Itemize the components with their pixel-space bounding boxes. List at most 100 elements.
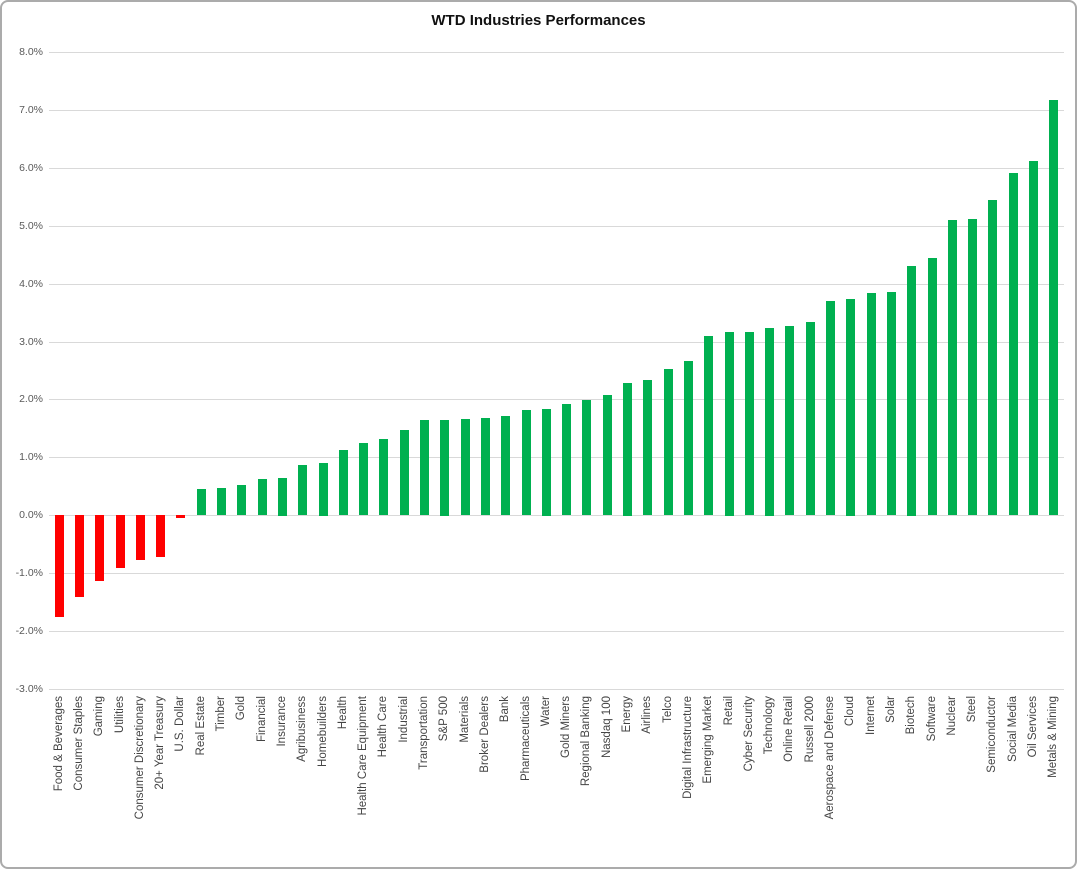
bar-cloud	[846, 299, 855, 516]
bar-financial	[258, 479, 267, 515]
y-axis-tick-label: 2.0%	[19, 393, 43, 405]
gridline	[49, 342, 1064, 343]
y-axis-tick-label: -1.0%	[15, 567, 43, 579]
bar-insurance	[278, 478, 287, 516]
x-axis-label: Health	[337, 696, 349, 730]
bar-cyber-security	[745, 332, 754, 515]
bar-20-year-treasury	[156, 515, 165, 557]
x-axis-label: Gaming	[93, 696, 105, 737]
x-axis-label: U.S. Dollar	[174, 696, 186, 752]
bar-gold-miners	[562, 404, 571, 515]
bar-steel	[968, 219, 977, 515]
chart-title: WTD Industries Performances	[431, 12, 646, 29]
x-axis-label: Industrial	[398, 696, 410, 743]
x-axis-label: Online Retail	[783, 696, 795, 762]
y-axis-tick-label: 4.0%	[19, 278, 43, 290]
x-axis-label: Health Care Equipment	[357, 696, 369, 816]
bar-metals-mining	[1049, 100, 1058, 515]
x-axis-label: Cyber Security	[743, 696, 755, 772]
bar-digital-infrastructure	[684, 361, 693, 515]
x-axis-label: Internet	[865, 696, 877, 735]
bar-oil-services	[1029, 161, 1038, 515]
x-axis-label: Pharmaceuticals	[520, 696, 532, 782]
x-axis-label: Telco	[662, 696, 674, 723]
x-axis-label: Gold Miners	[560, 696, 572, 758]
gridline	[49, 689, 1064, 690]
bar-social-media	[1009, 173, 1018, 515]
y-axis-tick-label: -2.0%	[15, 625, 43, 637]
x-axis-label: Water	[540, 696, 552, 727]
x-axis-label: Energy	[621, 696, 633, 733]
gridline	[49, 399, 1064, 400]
x-axis-label: Food & Beverages	[53, 696, 65, 792]
bar-internet	[867, 293, 876, 515]
gridline	[49, 52, 1064, 53]
bar-energy	[623, 383, 632, 516]
bar-gold	[237, 485, 246, 515]
bar-bank	[501, 416, 510, 515]
bar-transportation	[420, 420, 429, 515]
y-axis-tick-label: 0.0%	[19, 509, 43, 521]
bar-timber	[217, 488, 226, 515]
x-axis-label: Steel	[966, 696, 978, 723]
bar-health-care-equipment	[359, 443, 368, 515]
x-axis-label: Digital Infrastructure	[682, 696, 694, 799]
x-axis-label: Transportation	[418, 696, 430, 770]
x-axis-label: Gold	[235, 696, 247, 721]
bar-gaming	[95, 515, 104, 581]
bar-u-s-dollar	[176, 515, 185, 518]
bar-russell-2000	[806, 322, 815, 515]
bar-solar	[887, 292, 896, 515]
x-axis-label: Nasdaq 100	[601, 696, 613, 759]
x-axis-label: Agribusiness	[296, 696, 308, 762]
x-axis-label: Consumer Staples	[73, 696, 85, 791]
bar-homebuilders	[319, 463, 328, 516]
bar-materials	[461, 419, 470, 515]
gridline	[49, 515, 1064, 516]
bar-airlines	[643, 380, 652, 515]
x-axis-label: Aerospace and Defense	[824, 696, 836, 820]
y-axis-tick-label: 3.0%	[19, 336, 43, 348]
x-axis-label: Software	[926, 696, 938, 742]
x-axis-label: Russell 2000	[804, 696, 816, 763]
x-axis-label: Materials	[459, 696, 471, 743]
gridline	[49, 168, 1064, 169]
gridline	[49, 631, 1064, 632]
bar-software	[928, 258, 937, 515]
x-axis-label: Broker Dealers	[479, 696, 491, 773]
bar-pharmaceuticals	[522, 410, 531, 515]
y-axis-tick-label: 8.0%	[19, 46, 43, 58]
x-axis-label: Solar	[885, 696, 897, 723]
bar-retail	[725, 332, 734, 516]
bar-industrial	[400, 430, 409, 515]
bar-food-beverages	[55, 515, 64, 617]
x-axis-label: Bank	[499, 696, 511, 723]
gridline	[49, 110, 1064, 111]
x-axis-label: Insurance	[276, 696, 288, 747]
x-axis-label: Retail	[723, 696, 735, 726]
bar-semiconductor	[988, 200, 997, 515]
bar-emerging-market	[704, 336, 713, 515]
x-axis-label: Regional Banking	[580, 696, 592, 787]
x-axis-label: Semiconductor	[986, 696, 998, 773]
x-axis-label: Real Estate	[195, 696, 207, 756]
x-axis-label: Consumer Discretionary	[134, 696, 146, 820]
x-axis-label: Utilities	[114, 696, 126, 734]
x-axis-label: Health Care	[377, 696, 389, 758]
bar-real-estate	[197, 489, 206, 515]
bar-water	[542, 409, 551, 516]
y-axis-tick-label: -3.0%	[15, 683, 43, 695]
gridline	[49, 573, 1064, 574]
y-axis-tick-label: 6.0%	[19, 162, 43, 174]
bar-health	[339, 450, 348, 515]
x-axis-label: Homebuilders	[317, 696, 329, 767]
x-axis-label: 20+ Year Treasury	[154, 696, 166, 790]
bar-biotech	[907, 266, 916, 516]
y-axis-tick-label: 7.0%	[19, 104, 43, 116]
x-axis-label: Financial	[256, 696, 268, 743]
x-axis-label: S&P 500	[438, 696, 450, 742]
bar-nasdaq-100	[603, 395, 612, 515]
x-axis-label: Oil Services	[1027, 696, 1039, 758]
bar-online-retail	[785, 326, 794, 515]
